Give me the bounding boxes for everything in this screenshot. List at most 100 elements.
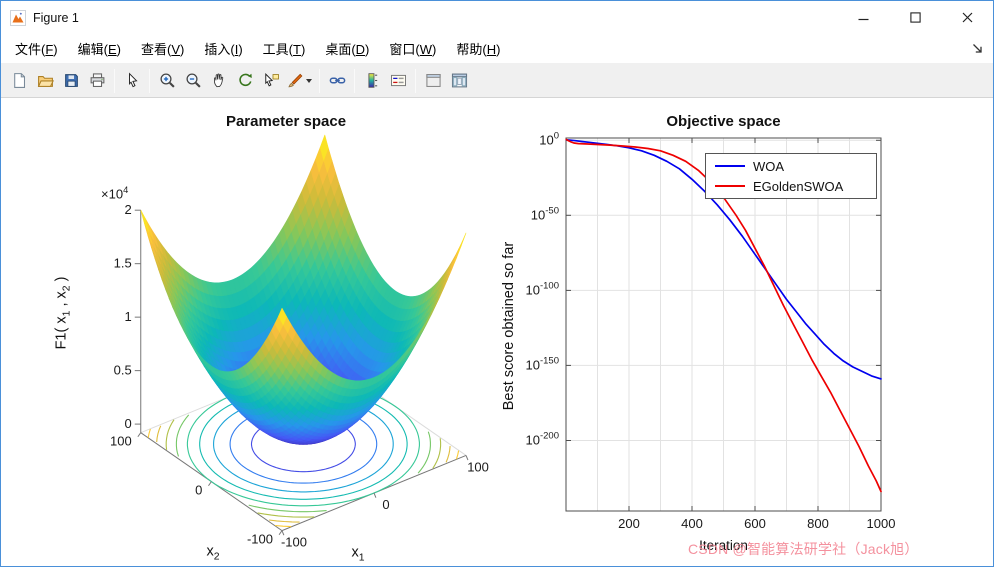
objective-ylabel: Best score obtained so far	[501, 241, 517, 411]
dock-figure-icon[interactable]	[971, 42, 984, 60]
toolbar	[1, 64, 993, 98]
svg-text:1: 1	[125, 309, 132, 324]
objective-ticks	[566, 138, 882, 511]
legend[interactable]: WOA EGoldenSWOA	[705, 153, 877, 199]
minimize-icon	[858, 18, 868, 21]
insert-colorbar-icon	[367, 73, 377, 88]
menu-item-e[interactable]: 编辑(E)	[77, 42, 121, 57]
left-plot-title: Parameter space	[225, 113, 347, 130]
svg-text:200: 200	[618, 516, 640, 531]
surface-ylabel: x2	[206, 543, 220, 563]
menu-item-d[interactable]: 桌面(D)	[325, 42, 370, 57]
right-plot-title: Objective space	[666, 113, 781, 130]
svg-text:0.5: 0.5	[114, 363, 132, 378]
save-figure-button[interactable]	[58, 68, 84, 94]
show-plot-tools-button[interactable]	[446, 68, 472, 94]
objective-xlabel: Iteration	[699, 538, 748, 553]
minimize-button[interactable]	[837, 1, 889, 34]
objective-axes-box	[565, 137, 882, 512]
menubar: 文件(F) 编辑(E) 查看(V) 插入(I) 工具(T) 桌面(D) 窗口(W) 帮助(H)	[1, 34, 993, 64]
toolbar-divider	[149, 68, 150, 93]
menu-item-i[interactable]: 插入(I)	[204, 42, 243, 57]
svg-text:2: 2	[125, 202, 132, 217]
svg-text:400: 400	[681, 516, 703, 531]
print-figure-icon	[90, 73, 104, 87]
surface-xlabel: x1	[351, 544, 365, 564]
menu-item-w[interactable]: 窗口(W)	[389, 42, 437, 57]
close-icon	[962, 12, 972, 23]
maximize-button[interactable]	[889, 1, 941, 34]
open-file-icon	[37, 76, 54, 87]
parameter-plot: 0 0.5 1 1.5 2 -100 0 100 100 0 -100	[110, 134, 489, 550]
surface-tick-marks	[134, 209, 469, 536]
brush-button[interactable]	[284, 68, 315, 94]
link-plot-icon	[329, 77, 345, 84]
edit-plot-icon	[128, 72, 138, 88]
surface-zlabel: F1( x1 , x2 )	[53, 276, 73, 350]
menu-item-h[interactable]: 帮助(H)	[456, 42, 501, 57]
zoom-out-button[interactable]	[180, 68, 206, 94]
save-figure-icon	[64, 74, 78, 87]
z-axis-exponent-label: ×104	[101, 185, 129, 202]
svg-text:10-200: 10-200	[526, 430, 559, 447]
window-controls	[837, 1, 993, 34]
print-figure-button[interactable]	[84, 68, 110, 94]
menu-item-v[interactable]: 查看(V)	[141, 42, 185, 57]
edit-plot-button[interactable]	[119, 68, 145, 94]
svg-text:0: 0	[382, 497, 389, 512]
insert-colorbar-button[interactable]	[359, 68, 385, 94]
series-line-woa	[565, 138, 882, 380]
zoom-in-button[interactable]	[154, 68, 180, 94]
svg-text:10-100: 10-100	[526, 280, 559, 297]
titlebar[interactable]: Figure 1	[1, 1, 993, 34]
pan-button[interactable]	[206, 68, 232, 94]
insert-legend-button[interactable]	[385, 68, 411, 94]
open-file-button[interactable]	[32, 68, 58, 94]
objective-tick-labels: 200 400 600 800 1000 100 10-50 10-100 10-150 10-2…	[526, 130, 896, 531]
window-title: Figure 1	[33, 10, 79, 25]
legend-label: EGoldenSWOA	[753, 178, 844, 194]
svg-text:1000: 1000	[867, 516, 896, 531]
legend-line-sample	[715, 165, 745, 167]
surface-mesh	[140, 134, 467, 445]
svg-text:0: 0	[195, 483, 202, 498]
series-line-egoldenswoa	[565, 138, 882, 493]
svg-text:100: 100	[110, 434, 132, 449]
objective-plot: 200 400 600 800 1000 100 10-50 10-100 10-150 10-2…	[526, 130, 896, 531]
zoom-out-icon	[185, 73, 201, 88]
matlab-figure-icon	[10, 9, 26, 26]
new-figure-button[interactable]	[6, 68, 32, 94]
hide-plot-tools-button[interactable]	[420, 68, 446, 94]
rotate-3d-icon	[238, 73, 252, 87]
zoom-in-icon	[159, 73, 175, 88]
brush-dropdown-caret[interactable]	[306, 78, 312, 83]
svg-text:800: 800	[807, 516, 829, 531]
data-cursor-icon	[264, 72, 279, 87]
svg-text:1.5: 1.5	[114, 256, 132, 271]
insert-legend-icon	[390, 74, 406, 87]
toolbar-divider	[354, 68, 355, 93]
objective-grid	[566, 138, 882, 511]
link-plot-button[interactable]	[324, 68, 350, 94]
pan-icon	[213, 73, 223, 88]
legend-entry-woa: WOA	[706, 156, 876, 176]
svg-text:10-150: 10-150	[526, 355, 559, 372]
brush-icon	[288, 73, 303, 88]
svg-text:10-50: 10-50	[531, 205, 559, 222]
menu-item-f[interactable]: 文件(F)	[15, 42, 58, 57]
hide-plot-tools-icon	[425, 74, 441, 87]
watermark: CSDN @智能算法研学社（Jack旭）	[688, 541, 919, 557]
figure-canvas: 200 400 600 800 1000 100 10-50 10-100 10-150 10-2…	[1, 98, 993, 566]
data-cursor-button[interactable]	[258, 68, 284, 94]
svg-text:-100: -100	[281, 535, 307, 550]
menu-item-t[interactable]: 工具(T)	[262, 42, 306, 57]
legend-line-sample	[715, 185, 745, 187]
plots-svg: 200 400 600 800 100010010-5010-10010-15010-2…	[110, 130, 896, 550]
rotate-3d-button[interactable]	[232, 68, 258, 94]
menu-items: 文件(F) 编辑(E) 查看(V) 插入(I) 工具(T) 桌面(D) 窗口(W) 帮助(H)	[5, 34, 510, 63]
show-plot-tools-icon	[451, 73, 467, 88]
close-button[interactable]	[941, 1, 993, 34]
svg-text:-100: -100	[247, 532, 273, 547]
toolbar-divider	[319, 68, 320, 93]
